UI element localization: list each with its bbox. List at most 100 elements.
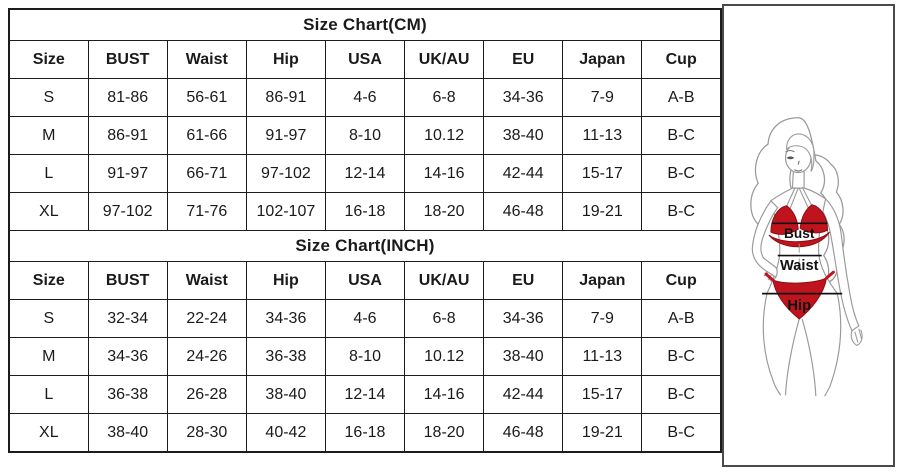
table-row-s: S 81-86 56-61 86-91 4-6 6-8 34-36 7-9 A-… [8,78,722,117]
column-header-japan: Japan [562,261,643,300]
column-header-ukau: UK/AU [404,40,485,79]
table-row: Size Chart(CM) [8,8,722,41]
table-cell: 10.12 [404,116,485,155]
table-cell: B-C [641,337,722,376]
table-row-l: L 91-97 66-71 97-102 12-14 14-16 42-44 1… [8,154,722,193]
table-cell: 40-42 [245,413,326,453]
bust-label: Bust [784,226,815,241]
column-header-hip: Hip [245,40,326,79]
table-cell: 38-40 [87,413,168,453]
table-cell: 4-6 [324,299,406,338]
table-cell: 91-97 [245,116,326,155]
column-header-bust: BUST [87,40,168,79]
column-header-ukau: UK/AU [404,261,485,300]
table-cell: 91-97 [87,154,168,193]
table-cell: 42-44 [483,375,564,414]
neck [791,171,805,189]
table-cell: B-C [641,413,722,453]
left-eye [786,156,795,160]
table-cell: XL [8,192,89,231]
table-cell: 22-24 [166,299,247,338]
table-row-xl: XL 97-102 71-76 102-107 16-18 18-20 46-4… [8,192,722,231]
face-features [785,149,803,172]
table-cell: 42-44 [483,154,564,193]
size-chart-table: Size Chart(CM) Size BUST Waist Hip USA U… [8,8,722,453]
table-cell: 16-18 [324,192,406,231]
hip-label: Hip [787,298,811,314]
table-cell: 4-6 [324,78,406,117]
bikini-straps [784,186,815,213]
column-header-size: Size [8,40,89,79]
column-header-hip: Hip [245,261,326,300]
table-cell: 32-34 [87,299,168,338]
table-cell: 28-30 [166,413,247,453]
table-cell: 12-14 [324,154,406,193]
table-cell: 34-36 [87,337,168,376]
body-center-line [797,243,800,272]
table-cell: 34-36 [483,299,564,338]
table-cell: 11-13 [562,337,643,376]
table-cell: 8-10 [324,116,406,155]
table-cell: 34-36 [483,78,564,117]
table-row-m: M 86-91 61-66 91-97 8-10 10.12 38-40 11-… [8,116,722,155]
table-cell: 19-21 [562,192,643,231]
table-cell: S [8,299,89,338]
table-cell: M [8,116,89,155]
column-header-cup: Cup [641,261,722,300]
right-hand [850,328,863,346]
measurement-figure-box: Bust Waist Hip [722,4,895,467]
table-row-s: S 32-34 22-24 34-36 4-6 6-8 34-36 7-9 A-… [8,299,722,338]
table-cell: 61-66 [166,116,247,155]
table-cell: 6-8 [404,78,485,117]
bikini-bottom [772,277,828,320]
table-cell: 86-91 [87,116,168,155]
column-header-bust: BUST [87,261,168,300]
table-cell: 38-40 [483,337,564,376]
table-cell: 7-9 [562,78,643,117]
column-header-japan: Japan [562,40,643,79]
measurement-figure-illustration: Bust Waist Hip [750,117,863,397]
table-row-xl: XL 38-40 28-30 40-42 16-18 18-20 46-48 1… [8,413,722,453]
table-cell: B-C [641,116,722,155]
bikini-top [768,204,830,248]
table-cell: B-C [641,192,722,231]
table-cell: 86-91 [245,78,326,117]
table-cell: S [8,78,89,117]
table-header-row: Size BUST Waist Hip USA UK/AU EU Japan C… [8,261,722,300]
table-cell: 38-40 [245,375,326,414]
column-header-waist: Waist [166,40,247,79]
column-header-waist: Waist [166,261,247,300]
inch-table-title: Size Chart(INCH) [8,230,722,262]
table-cell: 15-17 [562,375,643,414]
table-cell: 46-48 [483,192,564,231]
table-cell: 36-38 [245,337,326,376]
table-cell: A-B [641,299,722,338]
table-cell: 66-71 [166,154,247,193]
bikini-bottom-ties [764,270,835,282]
table-cell: 12-14 [324,375,406,414]
table-cell: 16-18 [324,413,406,453]
table-cell: A-B [641,78,722,117]
table-cell: B-C [641,375,722,414]
table-cell: XL [8,413,89,453]
table-cell: 102-107 [245,192,326,231]
table-cell: 11-13 [562,116,643,155]
table-cell: 34-36 [245,299,326,338]
column-header-usa: USA [324,261,406,300]
column-header-size: Size [8,261,89,300]
table-cell: 71-76 [166,192,247,231]
table-cell: B-C [641,154,722,193]
table-cell: L [8,154,89,193]
table-cell: 6-8 [404,299,485,338]
table-row-l: L 36-38 26-28 38-40 12-14 14-16 42-44 15… [8,375,722,414]
table-cell: 26-28 [166,375,247,414]
hair-fringe [785,133,815,172]
table-cell: 24-26 [166,337,247,376]
table-cell: 46-48 [483,413,564,453]
column-header-usa: USA [324,40,406,79]
column-header-eu: EU [483,40,564,79]
table-row: Size Chart(INCH) [8,230,722,262]
table-cell: 15-17 [562,154,643,193]
table-cell: 81-86 [87,78,168,117]
